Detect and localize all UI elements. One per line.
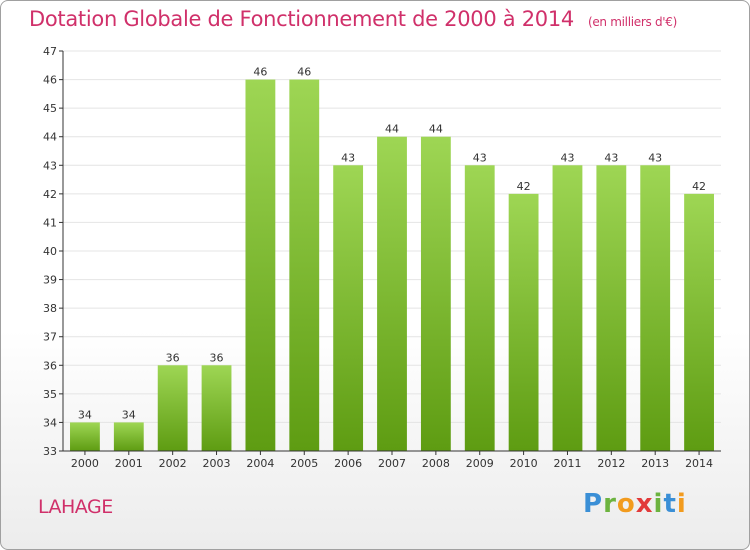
bar-value-label: 43 [648, 151, 662, 164]
x-tick-label: 2013 [641, 457, 669, 470]
bar-value-label: 42 [692, 180, 706, 193]
bar-value-label: 36 [210, 351, 224, 364]
bar-value-label: 43 [341, 151, 355, 164]
bar-2005 [289, 79, 320, 452]
bars [70, 79, 714, 452]
bar-value-label: 34 [122, 408, 136, 421]
chart-title: Dotation Globale de Fonctionnement de 20… [29, 7, 677, 31]
x-tick-label: 2010 [510, 457, 538, 470]
logo-letter: x [635, 489, 654, 519]
logo-letter: t [663, 489, 677, 519]
x-tick-label: 2003 [203, 457, 231, 470]
bar-2010 [508, 193, 539, 451]
logo-letter: r [603, 489, 617, 519]
bar-value-label: 46 [253, 66, 267, 79]
logo-letter: P [583, 489, 604, 519]
y-tick-label: 39 [43, 274, 57, 287]
bar-2004 [245, 79, 276, 452]
y-tick-label: 45 [43, 102, 57, 115]
bar-2001 [113, 422, 144, 451]
bar-2007 [377, 136, 407, 451]
x-tick-label: 2008 [422, 457, 450, 470]
bar-2006 [333, 165, 364, 452]
bar-value-label: 46 [297, 66, 311, 79]
axes [59, 50, 721, 455]
y-tick-label: 36 [43, 359, 57, 372]
x-tick-label: 2009 [466, 457, 494, 470]
y-tick-label: 46 [43, 74, 57, 87]
logo-letter: o [616, 489, 636, 519]
x-tick-label: 2014 [685, 457, 713, 470]
x-tick-label: 2001 [115, 457, 143, 470]
bar-2013 [640, 165, 671, 452]
y-tick-label: 42 [43, 188, 57, 201]
y-tick-label: 40 [43, 245, 57, 258]
labels: 33 34 35 36 37 38 39 40 41 42 43 44 45 46 47 34 2000 34 20… [43, 45, 713, 470]
bar-2014 [684, 193, 714, 451]
x-tick-label: 2004 [246, 457, 274, 470]
bar-2008 [420, 136, 451, 451]
bar-2002 [157, 365, 188, 451]
bar-value-label: 36 [166, 351, 180, 364]
x-tick-label: 2012 [597, 457, 625, 470]
y-tick-label: 43 [43, 159, 57, 172]
bar-value-label: 44 [385, 123, 399, 136]
bar-value-label: 34 [78, 408, 92, 421]
chart-subtitle: (en milliers d'€) [587, 15, 677, 29]
bar-value-label: 44 [429, 123, 443, 136]
y-tick-label: 41 [43, 216, 57, 229]
bar-2000 [70, 422, 100, 451]
place-name: LAHAGE [38, 496, 113, 518]
bar-value-label: 43 [560, 151, 574, 164]
proxiti-logo: Proxiti [583, 489, 687, 519]
bar-2011 [552, 165, 583, 452]
y-tick-label: 44 [43, 131, 57, 144]
x-tick-label: 2002 [159, 457, 187, 470]
y-tick-label: 38 [43, 302, 57, 315]
logo-letter: i [676, 489, 687, 519]
bar-2003 [201, 365, 232, 451]
chart-title-text: Dotation Globale de Fonctionnement de 20… [29, 7, 574, 31]
x-tick-label: 2000 [71, 457, 99, 470]
x-tick-label: 2011 [553, 457, 581, 470]
y-tick-label: 47 [43, 45, 57, 58]
bar-2009 [464, 165, 495, 452]
y-tick-label: 33 [43, 445, 57, 458]
x-tick-label: 2007 [378, 457, 406, 470]
bar-2012 [596, 165, 627, 452]
y-tick-label: 34 [43, 416, 57, 429]
bar-value-label: 42 [517, 180, 531, 193]
bar-value-label: 43 [473, 151, 487, 164]
x-tick-label: 2006 [334, 457, 362, 470]
y-tick-label: 35 [43, 388, 57, 401]
x-tick-label: 2005 [290, 457, 318, 470]
bar-value-label: 43 [604, 151, 618, 164]
logo-letter: i [653, 489, 664, 519]
y-tick-label: 37 [43, 331, 57, 344]
